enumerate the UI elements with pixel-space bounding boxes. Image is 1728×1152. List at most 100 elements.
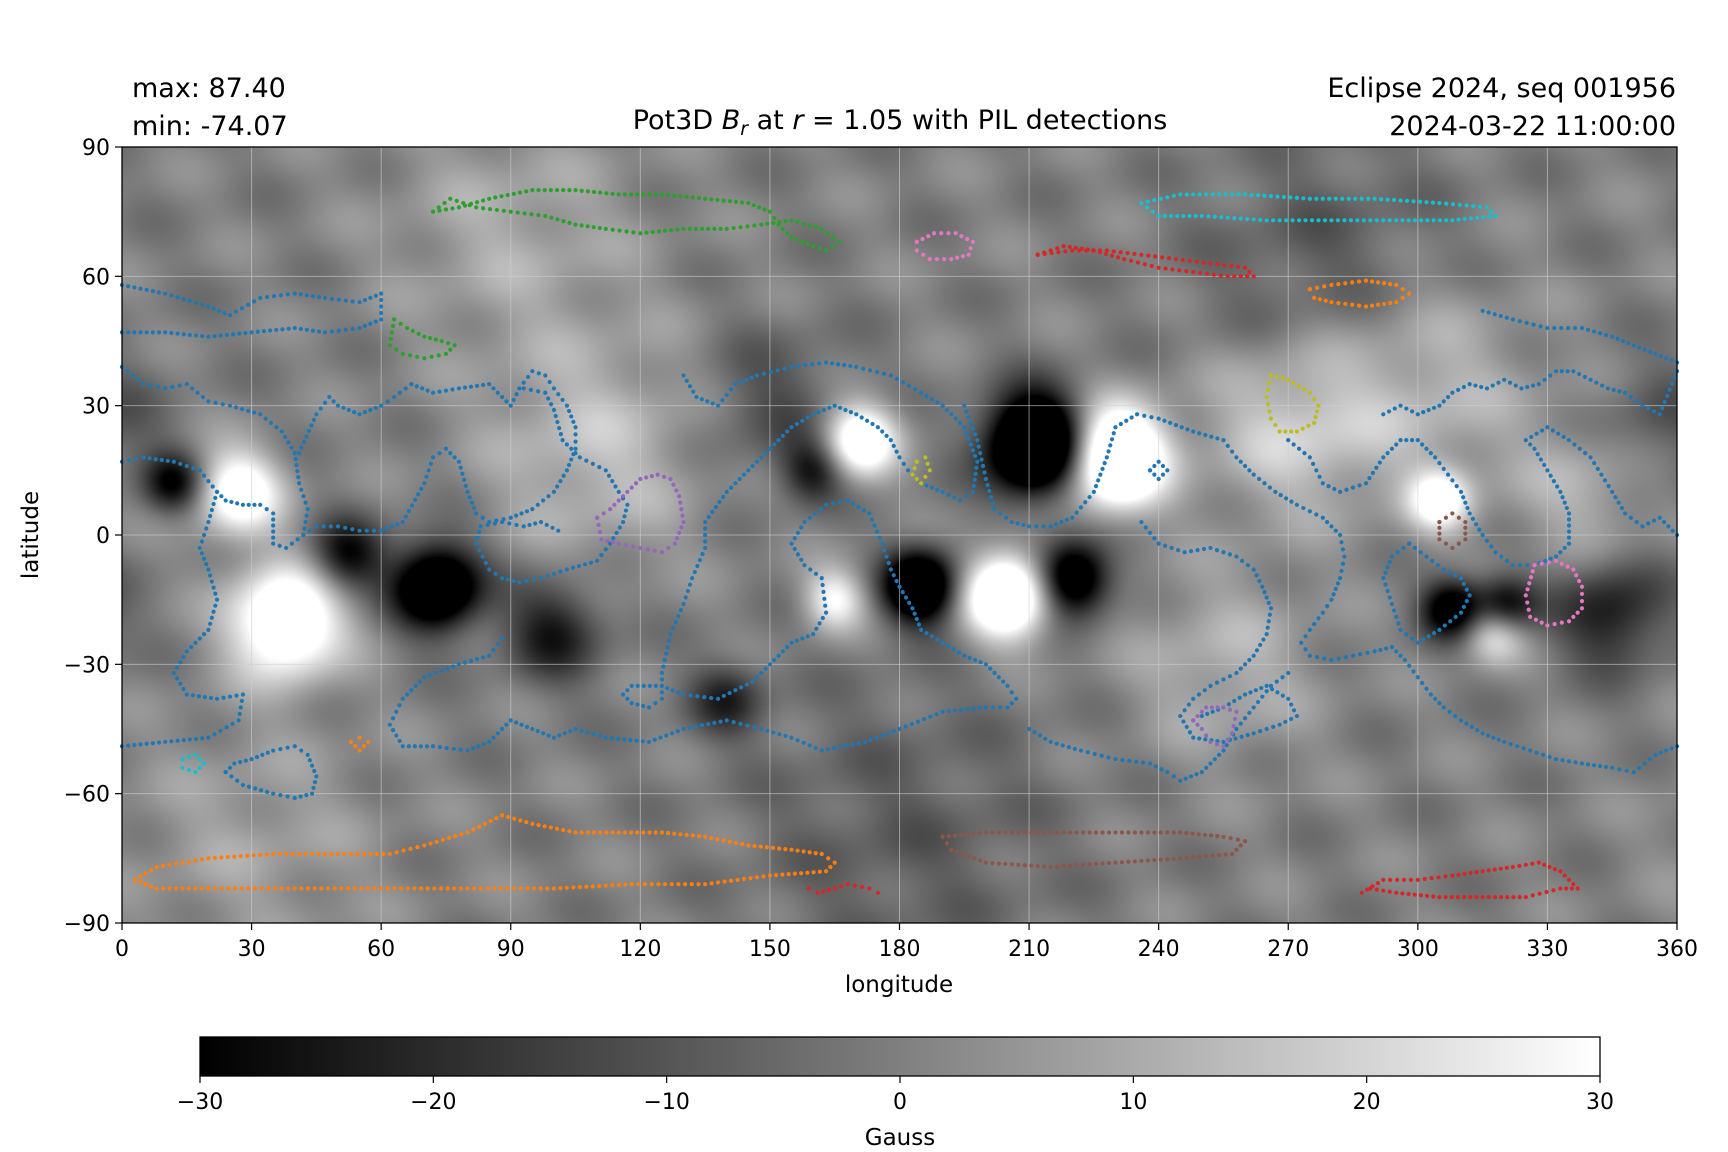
pil-point	[328, 524, 333, 529]
pil-point	[517, 190, 523, 195]
pil-point	[668, 632, 673, 637]
pil-point	[127, 458, 132, 463]
pil-point	[312, 780, 318, 785]
pil-point	[622, 192, 628, 197]
pil-point	[1575, 610, 1580, 615]
pil-point	[710, 401, 715, 406]
pil-point	[681, 726, 686, 732]
pil-point	[261, 329, 267, 334]
pil-point	[1588, 455, 1593, 460]
pil-point	[292, 795, 297, 801]
pil-point	[757, 205, 762, 210]
pil-point	[638, 545, 643, 551]
pil-point	[132, 877, 138, 882]
pil-point	[260, 752, 265, 757]
pil-point	[211, 609, 216, 614]
pil-point	[569, 457, 574, 462]
pil-point	[1404, 406, 1409, 411]
pil-point	[1448, 619, 1453, 624]
pil-point	[400, 696, 405, 701]
pil-point	[870, 421, 875, 427]
pil-point	[903, 595, 909, 600]
pil-point	[722, 879, 727, 884]
pil-point	[292, 886, 297, 891]
pil-point	[299, 487, 304, 492]
pil-point	[1187, 730, 1193, 735]
pil-point	[373, 319, 378, 324]
pil-point	[684, 832, 689, 838]
pil-point	[1100, 466, 1105, 471]
pil-point	[1280, 675, 1285, 680]
pil-point	[666, 830, 671, 836]
pil-point	[616, 882, 621, 888]
pil-point	[1547, 754, 1552, 760]
pil-point	[530, 507, 535, 512]
pil-point	[1080, 862, 1086, 867]
pil-point	[1468, 216, 1474, 221]
pil-point	[130, 373, 135, 378]
pil-point	[1064, 517, 1069, 523]
pil-point	[1180, 257, 1185, 263]
pil-point	[493, 195, 498, 200]
pil-point	[495, 731, 500, 736]
title-prefix: Pot3D	[633, 105, 722, 136]
pil-point	[975, 459, 980, 464]
pil-point	[271, 748, 276, 753]
pil-point	[880, 429, 885, 434]
pil-point	[1166, 256, 1172, 261]
pil-point	[1391, 608, 1397, 613]
pil-point	[206, 886, 211, 891]
pil-point	[555, 217, 560, 222]
pil-point	[1342, 218, 1347, 223]
pil-point	[1462, 871, 1467, 876]
pil-point	[650, 229, 655, 235]
pil-point	[403, 514, 408, 519]
pil-point	[978, 858, 983, 863]
pil-point	[1558, 886, 1563, 891]
pil-point	[1061, 244, 1066, 249]
pil-point	[1317, 474, 1322, 479]
pil-point	[492, 886, 497, 891]
pil-point	[407, 353, 413, 358]
pil-point	[415, 354, 420, 359]
pil-point	[1407, 291, 1412, 296]
pil-point	[1553, 558, 1559, 563]
pil-point	[232, 761, 237, 766]
pil-point	[1353, 196, 1358, 201]
pil-point	[440, 837, 445, 842]
pil-point	[1141, 760, 1146, 765]
pil-point	[939, 231, 944, 236]
pil-point	[294, 463, 299, 468]
pil-point	[1548, 473, 1553, 478]
pil-point	[1158, 196, 1163, 201]
pil-point	[235, 501, 240, 506]
pil-point	[949, 412, 954, 417]
pil-point	[1187, 258, 1192, 263]
pil-point	[1184, 192, 1189, 197]
pil-point	[1431, 218, 1436, 223]
pil-point	[1553, 757, 1559, 762]
pil-point	[548, 825, 553, 830]
pil-point	[1473, 383, 1478, 388]
pil-point	[156, 740, 162, 745]
pil-point	[1492, 867, 1497, 872]
pil-point	[373, 405, 378, 410]
pil-point	[665, 685, 670, 691]
pil-point	[357, 735, 362, 740]
pil-point	[1068, 863, 1073, 868]
pil-point	[428, 841, 433, 846]
pil-point	[1513, 383, 1518, 388]
pil-point	[1236, 192, 1241, 197]
pil-point	[1523, 862, 1528, 867]
pil-point	[469, 500, 474, 505]
pil-point	[750, 679, 755, 684]
pil-point	[500, 636, 505, 641]
pil-point	[1197, 192, 1202, 197]
pil-point	[506, 814, 511, 820]
pil-point	[914, 459, 919, 464]
pil-point	[1350, 280, 1355, 285]
pil-point	[666, 545, 671, 551]
pil-point	[175, 331, 180, 336]
pil-point	[1132, 859, 1138, 864]
pil-point	[696, 882, 701, 887]
